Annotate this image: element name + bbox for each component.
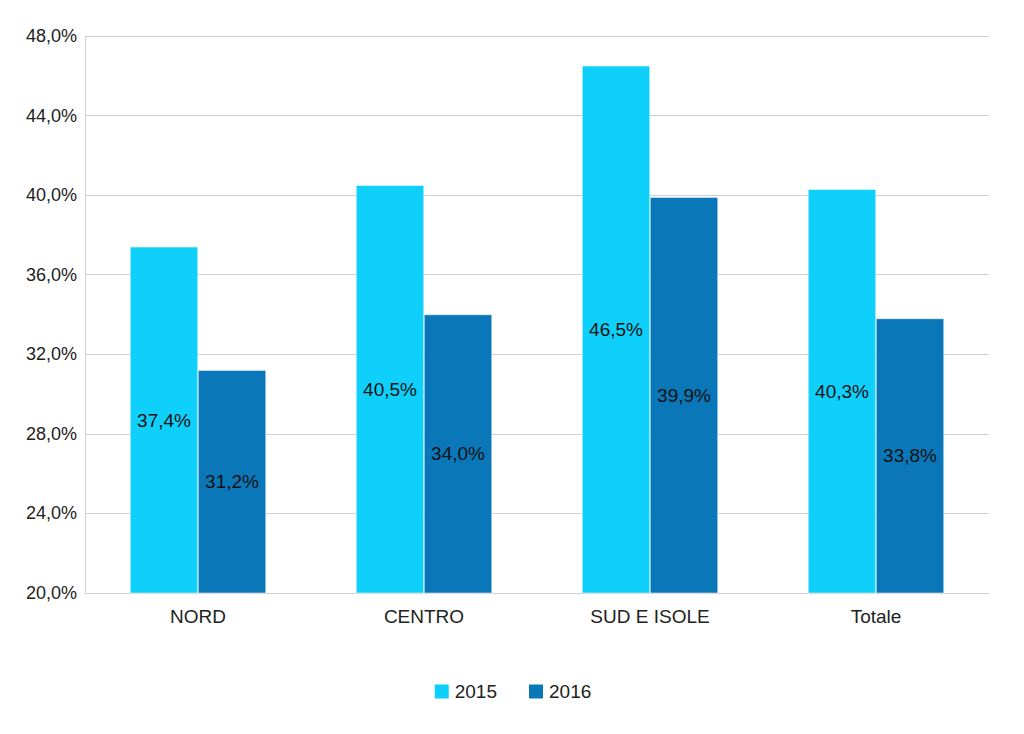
svg-text:40,0%: 40,0% xyxy=(26,185,77,205)
svg-text:48,0%: 48,0% xyxy=(26,26,77,46)
svg-text:20,0%: 20,0% xyxy=(26,583,77,603)
svg-text:44,0%: 44,0% xyxy=(26,106,77,126)
svg-text:40,5%: 40,5% xyxy=(363,379,417,400)
svg-text:NORD: NORD xyxy=(170,606,226,627)
svg-text:SUD E ISOLE: SUD E ISOLE xyxy=(590,606,709,627)
svg-text:CENTRO: CENTRO xyxy=(384,606,464,627)
svg-text:34,0%: 34,0% xyxy=(431,443,485,464)
svg-text:31,2%: 31,2% xyxy=(205,471,259,492)
svg-text:46,5%: 46,5% xyxy=(589,319,643,340)
svg-text:33,8%: 33,8% xyxy=(883,445,937,466)
svg-text:32,0%: 32,0% xyxy=(26,344,77,364)
svg-text:39,9%: 39,9% xyxy=(657,385,711,406)
svg-text:28,0%: 28,0% xyxy=(26,424,77,444)
svg-text:2015: 2015 xyxy=(455,681,497,702)
svg-text:24,0%: 24,0% xyxy=(26,503,77,523)
svg-text:40,3%: 40,3% xyxy=(815,381,869,402)
svg-text:Totale: Totale xyxy=(851,606,902,627)
svg-text:2016: 2016 xyxy=(549,681,591,702)
svg-text:37,4%: 37,4% xyxy=(137,410,191,431)
svg-text:36,0%: 36,0% xyxy=(26,265,77,285)
